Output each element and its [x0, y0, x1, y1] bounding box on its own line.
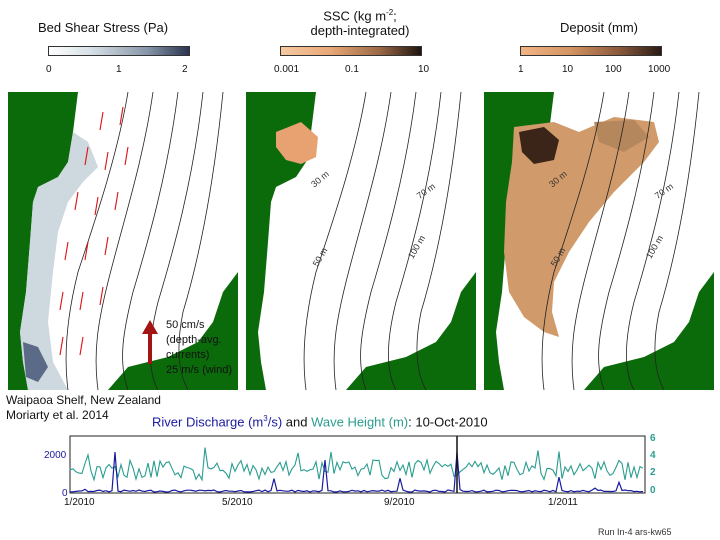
legend: 50 cm/s (depth-avg. currents) 25 m/s (wi…: [166, 318, 232, 378]
ssc-title-sup: -2: [386, 8, 394, 17]
right-tick-2: 2: [650, 467, 656, 478]
dep-tick-1: 10: [562, 64, 574, 75]
ts-title-date: : 10-Oct-2010: [408, 414, 488, 430]
ssc-tick-2: 10: [418, 64, 430, 75]
deposit-colorbar: [520, 46, 662, 56]
bed-shear-colorbar: [48, 46, 190, 56]
shear-patch: [23, 342, 48, 382]
legend-arrow: [142, 320, 158, 364]
legend-line3: currents): [166, 349, 210, 361]
bed-shear-map: 50 cm/s (depth-avg. currents) 25 m/s (wi…: [8, 92, 238, 390]
deposit-title: Deposit (mm): [560, 20, 639, 35]
dep-tick-3: 1000: [648, 64, 671, 75]
bs-tick-2: 2: [182, 64, 188, 75]
run-footer: Run In-4 ars-kw65: [598, 527, 672, 537]
legend-line1: 50 cm/s: [166, 319, 205, 331]
x-tick-jan2010: 1/2010: [64, 497, 95, 508]
bs-tick-0: 0: [46, 64, 52, 75]
plot-frame: [69, 435, 646, 494]
bed-shear-title: Bed Shear Stress (Pa): [38, 20, 169, 35]
caption: Waipaoa Shelf, New Zealand Moriarty et a…: [6, 393, 161, 423]
wave-height-line: [69, 447, 644, 482]
ssc-title-b: depth-integrated): [310, 23, 410, 39]
right-tick-0: 0: [650, 485, 656, 496]
x-tick-jan2011: 1/2011: [548, 497, 578, 508]
bs-tick-1: 1: [116, 64, 122, 75]
ssc-tick-0: 0.001: [274, 64, 300, 75]
timeseries-title: River Discharge (m3/s) and Wave Height (…: [152, 414, 488, 429]
shear-shading: [20, 132, 98, 390]
ssc-map: 30 m 70 m 50 m 100 m: [246, 92, 476, 390]
deposit-core: [519, 127, 559, 164]
deposit-area: [504, 117, 659, 337]
ssc-title-end: ;: [393, 8, 397, 24]
ssc-plume: [276, 122, 318, 164]
ssc-title: SSC (kg m-2; depth-integrated): [290, 8, 430, 38]
ssc-colorbar: [280, 46, 422, 56]
ts-title-wave: Wave Height (m): [311, 414, 409, 430]
left-tick-2000: 2000: [44, 450, 67, 461]
dep-tick-2: 100: [605, 64, 622, 75]
right-tick-4: 4: [650, 450, 656, 461]
caption-line1: Waipaoa Shelf, New Zealand: [6, 393, 161, 407]
ssc-title-a: SSC (kg m: [323, 8, 387, 24]
timeseries-plot: [69, 435, 646, 494]
right-tick-6: 6: [650, 433, 656, 444]
ts-title-and: and: [282, 414, 312, 430]
caption-line2: Moriarty et al. 2014: [6, 408, 109, 422]
ssc-tick-1: 0.1: [345, 64, 359, 75]
discharge-line: [69, 451, 644, 493]
ts-title-discharge: River Discharge (m: [152, 414, 264, 430]
x-tick-sep2010: 9/2010: [384, 497, 415, 508]
dep-tick-0: 1: [518, 64, 524, 75]
x-tick-may2010: 5/2010: [222, 497, 253, 508]
legend-line2: (depth-avg.: [166, 334, 222, 346]
deposit-map: 30 m 70 m 50 m 100 m: [484, 92, 714, 390]
ts-title-sup: 3: [263, 414, 268, 423]
legend-line4: 25 m/s (wind): [166, 364, 233, 376]
left-tick-0: 0: [62, 488, 68, 499]
ts-title-unit: /s): [267, 414, 283, 430]
